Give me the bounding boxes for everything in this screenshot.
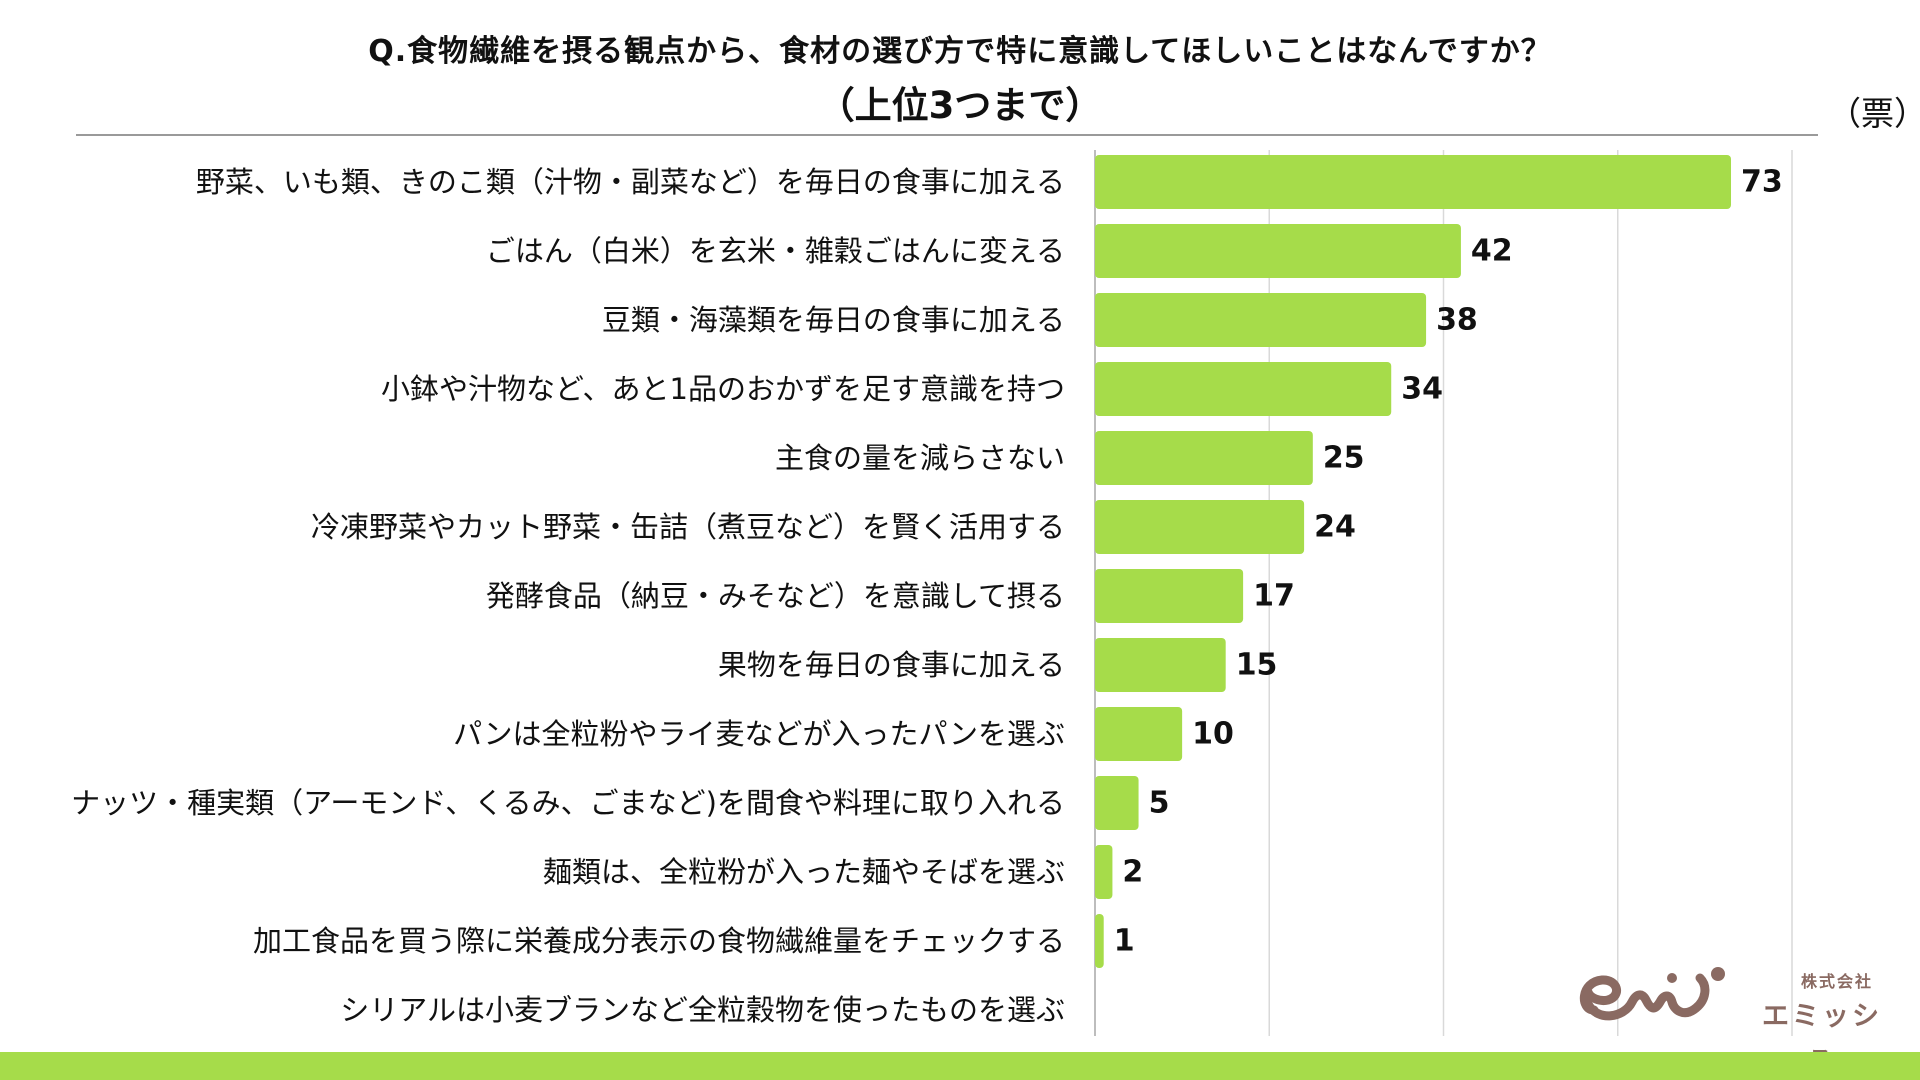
category-label: ごはん（白米）を玄米・雑穀ごはんに変える: [486, 234, 1065, 268]
category-label: 麺類は、全粒粉が入った麺やそばを選ぶ: [543, 855, 1065, 889]
category-label: 小鉢や汁物など、あと1品のおかずを足す意識を持つ: [381, 372, 1065, 406]
data-label: 42: [1471, 234, 1513, 269]
bar: [1095, 362, 1392, 416]
bar: [1095, 776, 1139, 830]
category-label: 果物を毎日の食事に加える: [718, 648, 1065, 682]
data-label: 1: [1114, 924, 1135, 959]
category-label: 野菜、いも類、きのこ類（汁物・副菜など）を毎日の食事に加える: [196, 165, 1065, 199]
data-label: 24: [1314, 510, 1356, 545]
category-label: 豆類・海藻類を毎日の食事に加える: [602, 303, 1065, 337]
bar: [1095, 638, 1226, 692]
unit-label: （票）: [1828, 94, 1920, 133]
chart-subtitle: （上位3つまで）: [817, 84, 1103, 127]
data-label: 34: [1401, 372, 1443, 407]
category-label: シリアルは小麦ブランなど全粒穀物を使ったものを選ぶ: [340, 993, 1065, 1027]
category-label: パンは全粒粉やライ麦などが入ったパンを選ぶ: [453, 717, 1065, 751]
category-label: 加工食品を買う際に栄養成分表示の食物繊維量をチェックする: [253, 924, 1065, 958]
bar: [1095, 431, 1313, 485]
bar: [1095, 155, 1732, 209]
bar: [1095, 707, 1183, 761]
bar: [1095, 224, 1461, 278]
bottom-accent-band: [0, 1052, 1920, 1080]
data-label: 25: [1323, 441, 1365, 476]
bars: [1095, 155, 1732, 968]
bar: [1095, 914, 1104, 968]
bar: [1095, 500, 1305, 554]
data-label: 2: [1122, 855, 1143, 890]
data-label: 73: [1741, 165, 1783, 200]
bar: [1095, 845, 1113, 899]
category-labels: 野菜、いも類、きのこ類（汁物・副菜など）を毎日の食事に加えるごはん（白米）を玄米…: [71, 165, 1065, 1027]
data-label: 15: [1236, 648, 1278, 683]
category-label: ナッツ・種実類（アーモンド、くるみ、ごまなど)を間食や料理に取り入れる: [71, 786, 1065, 820]
bar: [1095, 293, 1427, 347]
bar: [1095, 569, 1244, 623]
bar-chart: 野菜、いも類、きのこ類（汁物・副菜など）を毎日の食事に加えるごはん（白米）を玄米…: [71, 150, 1793, 1036]
data-label: 17: [1253, 579, 1295, 614]
title-divider: [76, 134, 1818, 136]
emish-logo-icon: [1579, 967, 1725, 1021]
data-label: 38: [1436, 303, 1478, 338]
logo-company-type: 株式会社: [1800, 972, 1873, 991]
category-label: 発酵食品（納豆・みそなど）を意識して摂る: [486, 579, 1065, 613]
chart-title: Q.食物繊維を摂る観点から、食材の選び方で特に意識してほしいことはなんですか？: [368, 34, 1552, 69]
category-label: 冷凍野菜やカット野菜・缶詰（煮豆など）を賢く活用する: [311, 510, 1065, 544]
data-label: 5: [1149, 786, 1170, 821]
category-label: 主食の量を減らさない: [775, 441, 1065, 475]
data-label: 10: [1192, 717, 1234, 752]
